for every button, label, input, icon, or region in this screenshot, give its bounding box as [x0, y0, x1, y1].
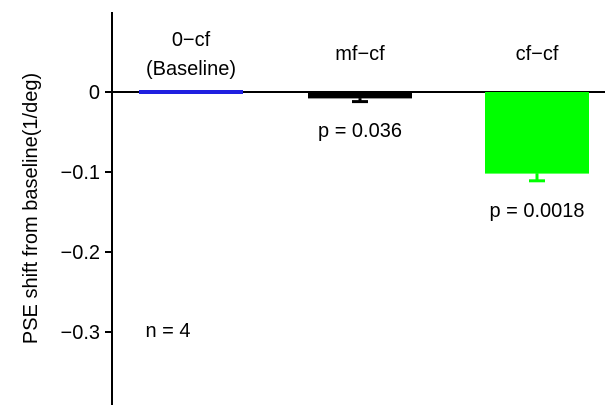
category-label: cf−cf — [516, 43, 559, 65]
sample-size-annotation: n = 4 — [145, 320, 190, 342]
bar-2 — [485, 92, 589, 174]
bar-0 — [139, 90, 243, 94]
axes: 0 −0.1 −0.2 −0.3 PSE shift from baseline(1/d… — [20, 12, 605, 405]
labels: 0−cf (Baseline) mf−cf cf−cf p = 0.036 p = 0.0… — [145, 29, 584, 342]
y-axis-label: PSE shift from baseline(1/deg) — [20, 73, 42, 344]
category-label: 0−cf — [172, 29, 211, 51]
p-value-label: p = 0.0018 — [489, 200, 584, 222]
y-tick-label: −0.1 — [61, 162, 100, 184]
p-value-label: p = 0.036 — [318, 120, 402, 142]
category-label: mf−cf — [335, 43, 385, 65]
bar-1 — [308, 92, 412, 99]
y-tick-label: −0.3 — [61, 322, 100, 344]
y-tick-label: −0.2 — [61, 242, 100, 264]
bars — [139, 90, 589, 183]
y-tick-label: 0 — [89, 82, 100, 104]
category-sublabel: (Baseline) — [146, 58, 236, 80]
